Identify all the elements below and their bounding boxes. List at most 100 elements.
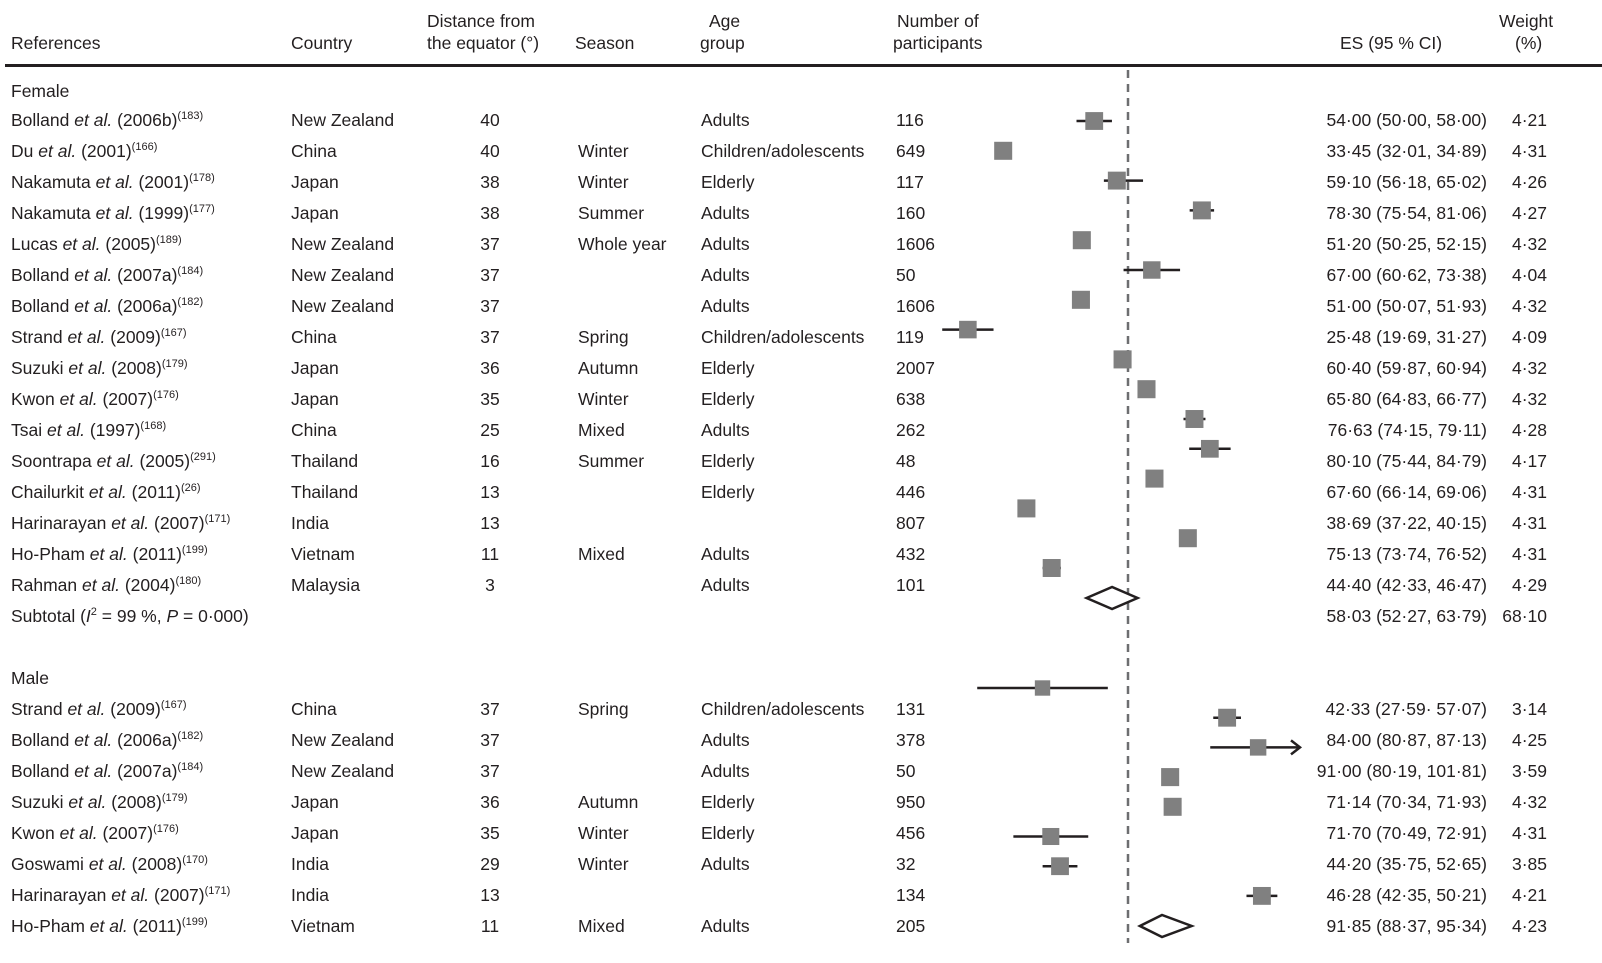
study-reference: Suzuki et al. (2008)(179) xyxy=(11,792,188,812)
reference-etal: et al. xyxy=(67,699,106,719)
reference-year: (2006a) xyxy=(117,730,178,750)
reference-etal: et al. xyxy=(74,265,113,285)
reference-etal: et al. xyxy=(74,296,113,316)
effect-marker xyxy=(1161,768,1180,787)
study-country: China xyxy=(291,699,337,719)
reference-etal: et al. xyxy=(74,730,113,750)
reference-ref: (168) xyxy=(140,420,167,432)
study-distance: 13 xyxy=(480,885,500,905)
study-age-group: Elderly xyxy=(701,792,755,812)
header-weight-line2: (%) xyxy=(1515,33,1543,53)
effect-marker xyxy=(1145,469,1164,488)
study-weight: 4·31 xyxy=(1511,544,1547,564)
reference-ref: (199) xyxy=(181,916,208,928)
reference-author: Rahman xyxy=(11,575,78,595)
reference-ref: (199) xyxy=(181,544,208,556)
effect-marker xyxy=(1200,439,1219,458)
effect-marker xyxy=(1185,410,1204,428)
reference-ref: (182) xyxy=(177,296,204,308)
study-es-ci: 33·45 (32·01, 34·89) xyxy=(1326,141,1487,161)
study-season: Spring xyxy=(578,327,629,347)
study-country: Vietnam xyxy=(291,916,355,936)
reference-author: Bolland xyxy=(11,110,70,130)
reference-author: Strand xyxy=(11,327,63,347)
study-age-group: Children/adolescents xyxy=(701,699,865,719)
reference-author: Tsai xyxy=(11,420,43,440)
study-country: India xyxy=(291,885,329,905)
study-country: Malaysia xyxy=(291,575,361,595)
study-weight: 4·17 xyxy=(1511,451,1547,471)
reference-ref: (176) xyxy=(153,389,179,401)
study-distance: 37 xyxy=(480,730,500,750)
reference-ref: (183) xyxy=(177,110,204,122)
reference-author: Kwon xyxy=(11,389,55,409)
study-participants: 119 xyxy=(896,327,924,347)
reference-year: (2001) xyxy=(81,141,132,161)
study-age-group: Elderly xyxy=(701,172,755,192)
study-es-ci: 60·40 (59·87, 60·94) xyxy=(1326,358,1487,378)
study-participants: 649 xyxy=(896,141,926,161)
reference-year: (2009) xyxy=(110,327,161,347)
header-age-line2: group xyxy=(700,33,745,53)
study-season: Summer xyxy=(578,451,645,471)
reference-ref: (176) xyxy=(153,823,179,835)
study-reference: Suzuki et al. (2008)(179) xyxy=(11,358,188,378)
study-es-ci: 54·00 (50·00, 58·00) xyxy=(1326,110,1487,130)
reference-etal: et al. xyxy=(74,110,113,130)
study-age-group: Adults xyxy=(701,296,750,316)
effect-marker xyxy=(1071,290,1090,309)
study-season: Mixed xyxy=(578,544,625,564)
study-country: New Zealand xyxy=(291,234,395,254)
reference-author: Bolland xyxy=(11,265,70,285)
study-es-ci: 67·60 (66·14, 69·06) xyxy=(1326,482,1487,502)
study-age-group: Adults xyxy=(701,730,750,750)
study-reference: Bolland et al. (2006a)(182) xyxy=(11,296,203,316)
study-participants: 50 xyxy=(896,761,916,781)
reference-etal: et al. xyxy=(89,544,128,564)
study-participants: 638 xyxy=(896,389,926,409)
study-participants: 950 xyxy=(896,792,926,812)
subtotal-diamond xyxy=(1137,913,1196,939)
reference-year: (2007a) xyxy=(117,265,178,285)
study-weight: 4·21 xyxy=(1511,885,1547,905)
study-distance: 37 xyxy=(480,761,500,781)
study-participants: 117 xyxy=(896,172,924,192)
study-distance: 40 xyxy=(480,141,500,161)
study-reference: Harinarayan et al. (2007)(171) xyxy=(11,513,230,533)
reference-ref: (291) xyxy=(190,451,216,463)
effect-marker xyxy=(1178,529,1197,548)
study-age-group: Children/adolescents xyxy=(701,327,865,347)
study-age-group: Elderly xyxy=(701,358,755,378)
study-age-group: Adults xyxy=(701,916,750,936)
study-country: New Zealand xyxy=(291,730,395,750)
study-distance: 37 xyxy=(480,327,500,347)
reference-ref: (179) xyxy=(161,792,188,804)
study-es-ci: 42·33 (27·59· 57·07) xyxy=(1325,699,1487,719)
study-es-ci: 80·10 (75·44, 84·79) xyxy=(1326,451,1487,471)
subtotal-label-pre: Subtotal ( xyxy=(11,606,86,626)
study-es-ci: 71·14 (70·34, 71·93) xyxy=(1326,792,1487,812)
reference-ref: (167) xyxy=(160,699,187,711)
reference-year: (2005) xyxy=(139,451,191,471)
study-distance: 13 xyxy=(480,513,500,533)
reference-year: (2009) xyxy=(110,699,161,719)
reference-ref: (178) xyxy=(189,172,215,184)
subtotal-i2: I xyxy=(85,606,91,626)
reference-ref: (26) xyxy=(180,482,201,494)
effect-marker xyxy=(1249,739,1267,756)
effect-marker xyxy=(1107,171,1126,190)
reference-author: Suzuki xyxy=(11,792,64,812)
reference-year: (2008) xyxy=(111,358,162,378)
study-country: Japan xyxy=(291,389,339,409)
reference-author: Bolland xyxy=(11,761,70,781)
reference-author: Bolland xyxy=(11,296,70,316)
reference-ref: (179) xyxy=(161,358,188,370)
study-country: Japan xyxy=(291,823,339,843)
reference-author: Goswami xyxy=(11,854,84,874)
reference-year: (2011) xyxy=(132,544,182,564)
study-country: Vietnam xyxy=(291,544,355,564)
study-es-ci: 65·80 (64·83, 66·77) xyxy=(1326,389,1487,409)
reference-author: Ho-Pham xyxy=(11,916,85,936)
study-country: New Zealand xyxy=(291,761,395,781)
